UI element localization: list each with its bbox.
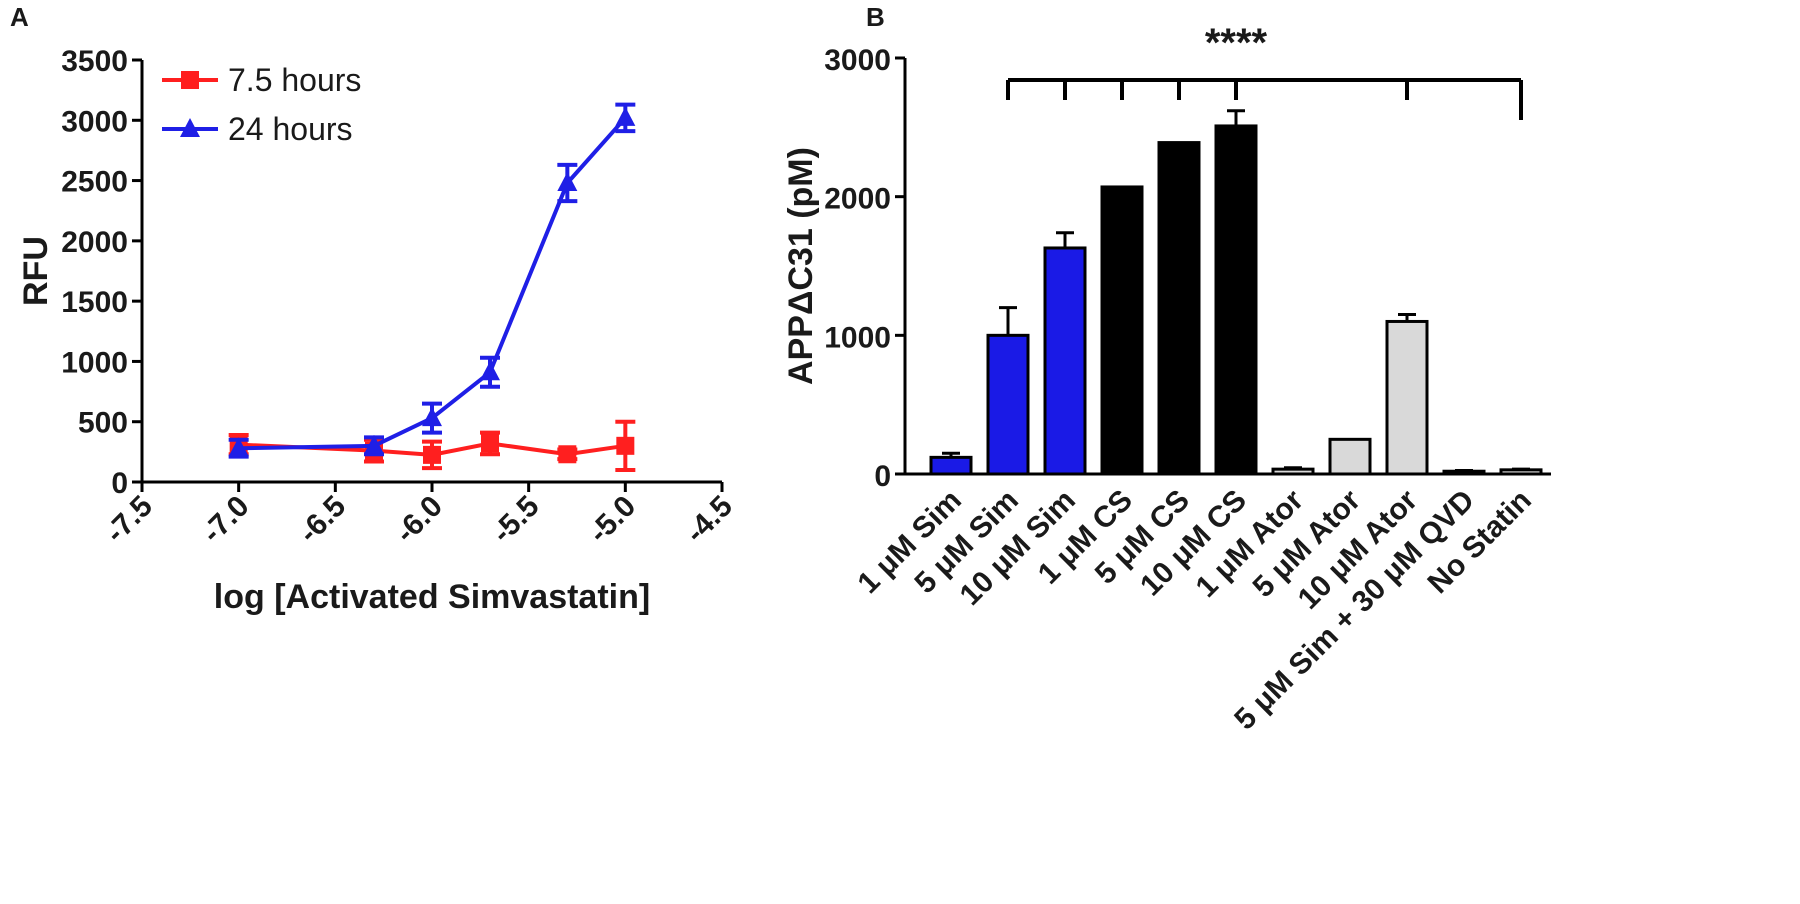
legend-label: 7.5 hours: [228, 62, 361, 98]
bar: [1043, 246, 1087, 476]
y-tick-label: 2000: [824, 183, 891, 216]
y-axis-title: APPΔC31 (pM): [782, 147, 820, 385]
data-point: [228, 437, 249, 457]
x-tick-label: -6.5: [292, 490, 352, 550]
data-point: [422, 407, 442, 427]
legend-marker: [180, 118, 200, 137]
data-point: [423, 445, 441, 464]
bar: [986, 333, 1030, 476]
data-point: [558, 445, 577, 464]
x-tick-label: -7.0: [196, 490, 256, 550]
bar: [1214, 124, 1258, 476]
data-point: [480, 361, 500, 381]
y-tick-label: 500: [78, 407, 128, 440]
x-tick-label: -5.0: [582, 490, 642, 550]
y-tick-label: 1000: [824, 321, 891, 354]
data-point: [616, 436, 635, 455]
panel-a-letter: A: [10, 2, 29, 32]
series-line: [238, 116, 627, 451]
legend-marker: [181, 71, 199, 89]
y-tick-label: 0: [874, 460, 891, 493]
x-tick-label: -6.0: [389, 490, 449, 550]
legend-label: 24 hours: [228, 111, 353, 147]
data-point: [557, 171, 578, 191]
data-point: [481, 434, 499, 453]
y-axis-title: RFU: [17, 236, 55, 306]
panel-b-letter: B: [866, 2, 885, 32]
y-tick-label: 3500: [61, 45, 128, 78]
x-tick-label: -4.5: [679, 490, 739, 550]
y-tick-label: 2500: [61, 166, 128, 199]
y-tick-label: 0: [111, 467, 128, 500]
y-tick-label: 2000: [61, 226, 128, 259]
bar: [929, 455, 973, 476]
bar: [1100, 185, 1144, 476]
y-tick-label: 3000: [61, 105, 128, 138]
series-line: [238, 441, 626, 457]
x-axis-title: log [Activated Simvastatin]: [214, 578, 650, 616]
data-point: [364, 434, 384, 454]
y-tick-label: 1500: [61, 286, 128, 319]
bar: [1157, 141, 1201, 476]
data-point: [615, 106, 636, 126]
y-tick-label: 1000: [61, 346, 128, 379]
bar: [1385, 319, 1429, 476]
x-tick-label: -5.5: [486, 490, 546, 550]
significance-label: ****: [1205, 21, 1268, 65]
y-tick-label: 3000: [824, 44, 891, 77]
significance-bracket: ****: [1006, 21, 1523, 120]
x-tick-label: -7.5: [99, 490, 159, 550]
bar: [1328, 437, 1372, 476]
series-24-hours: [228, 102, 636, 459]
bar: [1271, 467, 1315, 476]
line-chart-rfu: 0 500 1000 1500 2000 2500 3000 3500 -7.5 -7.0 -6.5…: [17, 45, 739, 616]
legend: 7.5 hours 24 hours: [162, 62, 361, 147]
